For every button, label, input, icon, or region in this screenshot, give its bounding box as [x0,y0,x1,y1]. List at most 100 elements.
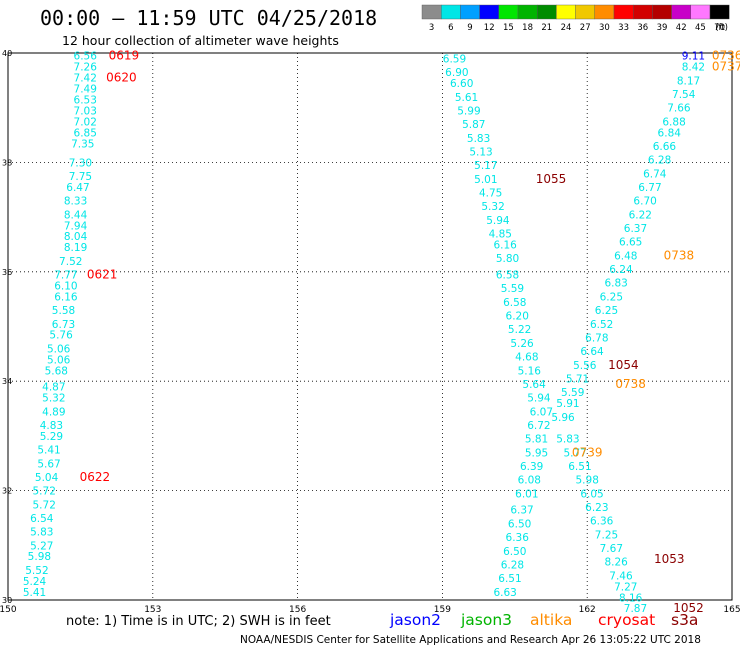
swh-data-label: 6.36 [590,516,614,528]
color-scale-swatch [613,4,634,20]
swh-data-label: 5.99 [457,105,480,117]
swh-data-label: 5.83 [467,133,490,145]
swh-data-label: 6.47 [66,182,89,194]
color-scale-swatch [441,4,461,20]
swh-data-label: 6.25 [595,305,618,317]
color-scale-label: 24 [561,23,572,33]
swh-data-label: 5.27 [30,540,53,552]
swh-data-label: 5.98 [576,475,599,487]
color-scale-label: 70 [714,23,725,33]
swh-data-label: 5.41 [37,445,60,457]
swh-data-label: 8.26 [604,557,628,569]
swh-data-label: 4.68 [515,352,538,364]
swh-data-label: 5.56 [573,360,597,372]
color-scale-swatch [575,4,595,20]
swh-data-label: 5.96 [551,412,575,424]
swh-data-label: 7.42 [74,73,97,85]
pass-time-label: 0738 [664,248,695,262]
swh-data-label: 6.01 [515,488,538,500]
y-tick-label: 40 [2,49,12,58]
swh-data-label: 4.87 [42,382,65,394]
swh-data-label: 7.46 [609,570,633,582]
color-scale-label: 33 [618,23,629,33]
swh-data-label: 6.50 [508,518,531,530]
swh-data-label: 6.53 [74,94,97,106]
swh-data-label: 5.68 [45,365,68,377]
y-tick-label: 30 [2,596,12,605]
satellite-legend-s3a: s3a [671,611,698,629]
swh-data-label: 6.60 [450,78,473,90]
swh-data-label: 6.65 [619,237,642,249]
swh-data-label: 5.95 [525,447,548,459]
swh-data-label: 7.26 [74,62,98,74]
swh-data-label: 5.72 [33,499,56,511]
color-scale-swatch [671,4,691,20]
satellite-legend-cryosat: cryosat [598,611,655,629]
swh-data-label: 6.63 [493,587,516,599]
swh-data-label: 5.32 [42,393,65,405]
swh-data-label: 6.77 [638,182,661,194]
swh-data-label: 6.52 [590,319,613,331]
color-scale-swatch [421,4,442,20]
swh-data-label: 4.85 [489,229,512,241]
swh-data-label: 6.78 [585,332,608,344]
color-scale-swatch [460,4,480,20]
color-scale-label: 36 [637,23,648,33]
swh-data-label: 5.52 [25,565,48,577]
swh-data-label: 6.70 [633,196,656,208]
swh-data-label: 6.50 [503,546,526,558]
swh-data-label: 5.29 [40,431,63,443]
plot-frame [7,52,733,601]
swh-data-label: 6.23 [585,502,608,514]
swh-data-label: 5.04 [35,472,59,484]
swh-data-label: 9.11 [682,51,705,63]
swh-data-label: 6.66 [653,141,677,153]
color-scale-label: 12 [484,23,495,33]
y-tick-label: 38 [2,158,12,167]
swh-data-label: 7.49 [74,84,97,96]
color-scale-swatch [479,4,500,20]
y-tick-label: 36 [2,268,12,277]
swh-data-label: 6.64 [580,346,604,358]
pass-time-label: 0622 [80,470,111,484]
swh-data-label: 7.94 [64,220,88,232]
pass-time-label: 0736 [712,49,740,63]
swh-data-label: 4.75 [479,187,502,199]
swh-data-label: 5.98 [28,551,51,563]
page-subtitle: 12 hour collection of altimeter wave hei… [62,33,339,48]
swh-data-label: 6.59 [443,53,466,65]
swh-data-label: 5.24 [23,576,47,588]
swh-data-label: 5.61 [455,92,478,104]
swh-data-label: 6.20 [506,311,529,323]
swh-data-label: 5.41 [23,587,46,599]
swh-data-label: 6.88 [662,116,685,128]
swh-data-label: 5.58 [52,305,75,317]
x-tick-label: 162 [579,605,596,615]
swh-data-label: 7.67 [600,543,623,555]
swh-data-label: 5.06 [47,343,71,355]
color-scale-swatch [633,4,653,20]
swh-data-label: 6.08 [518,475,541,487]
color-scale-swatch [594,4,615,20]
swh-data-label: 5.26 [510,338,534,350]
swh-data-label: 7.52 [59,256,82,268]
swh-data-label: 7.03 [74,105,97,117]
y-tick-label: 34 [2,377,12,386]
swh-data-label: 7.25 [595,529,618,541]
x-tick-label: 156 [289,605,306,615]
swh-data-label: 6.51 [568,461,591,473]
color-scale-swatch [652,4,672,20]
pass-time-label: 0621 [87,268,118,282]
color-scale-swatch [709,4,730,20]
swh-data-label: 5.17 [474,160,497,172]
swh-data-label: 6.58 [496,270,519,282]
pass-time-label: 0738 [615,377,646,391]
swh-data-label: 7.02 [74,116,97,128]
swh-data-label: 6.73 [52,319,75,331]
color-scale-label: 30 [599,23,610,33]
swh-data-label: 7.27 [614,581,637,593]
swh-data-label: 6.05 [580,488,603,500]
pass-time-label: 0737 [712,60,740,74]
color-scale-swatch [517,4,538,20]
